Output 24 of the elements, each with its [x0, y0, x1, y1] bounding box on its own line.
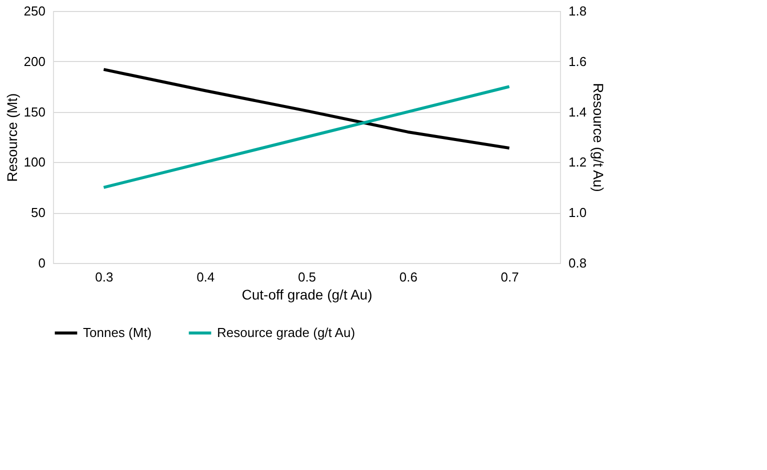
line-series — [102, 85, 511, 189]
y-tick-label: 100 — [24, 154, 46, 170]
x-tick-label: 0.5 — [298, 270, 316, 284]
y2-tick-label: 1.0 — [568, 205, 587, 220]
y-tick-label: 0 — [38, 256, 46, 270]
y-axis-title: Resource (Mt) — [4, 93, 20, 182]
x-axis-title: Cut-off grade (g/t Au) — [242, 286, 372, 302]
x-tick-label: 0.4 — [196, 270, 215, 284]
y-tick-label: 50 — [31, 205, 46, 220]
y2-tick-label: 1.4 — [568, 104, 587, 120]
y2-tick-label: 1.2 — [568, 154, 587, 170]
x-tick-label: 0.3 — [95, 270, 114, 284]
y2-tick-label: 0.8 — [568, 256, 587, 270]
y2-tick-label: 1.8 — [568, 4, 587, 18]
line-series — [102, 68, 511, 150]
y2-tick-label: 1.6 — [568, 54, 587, 69]
y-tick-label: 150 — [24, 104, 46, 120]
legend-label: Resource grade (g/t Au) — [217, 325, 356, 340]
x-tick-label: 0.6 — [399, 270, 418, 284]
y-tick-label: 250 — [24, 4, 46, 18]
legend-label: Tonnes (Mt) — [83, 325, 152, 340]
y-tick-label: 200 — [24, 54, 46, 69]
x-tick-label: 0.7 — [500, 270, 519, 284]
y2-axis-title: Resource (g/t Au) — [590, 83, 607, 192]
